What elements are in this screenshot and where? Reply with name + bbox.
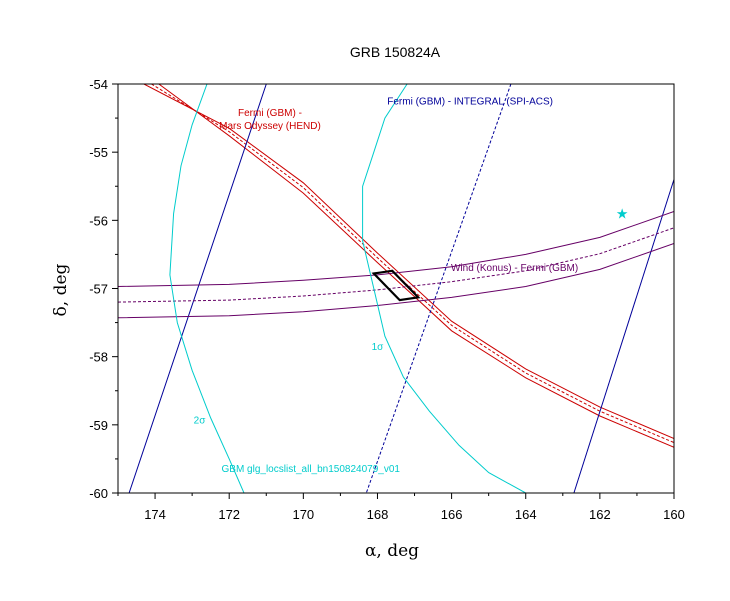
chart-title: GRB 150824A xyxy=(350,44,441,60)
annotation-label: Fermi (GBM) - xyxy=(238,108,302,119)
annotation-label: Mars Odyssey (HEND) xyxy=(219,121,321,132)
y-axis-title: δ, deg xyxy=(51,263,71,316)
x-tick-label: 162 xyxy=(589,507,611,522)
series-line-hend-1 xyxy=(151,84,674,444)
annotation-label: Fermi (GBM) - INTEGRAL (SPI-ACS) xyxy=(387,96,553,107)
star-marker-icon: ★ xyxy=(616,207,629,223)
plot-frame xyxy=(117,83,675,494)
y-tick-label: -56 xyxy=(89,213,108,228)
series-line-box-11 xyxy=(371,269,421,302)
y-tick-label: -58 xyxy=(89,350,108,365)
series-line-integral-3 xyxy=(128,84,267,493)
x-tick-label: 166 xyxy=(441,507,463,522)
annotation-label: 2σ xyxy=(194,415,207,426)
x-tick-label: 164 xyxy=(515,507,537,522)
series-line-integral-5 xyxy=(573,179,674,493)
series-line-gbm-10 xyxy=(362,84,526,493)
annotation-label: 1σ xyxy=(372,342,385,353)
annotation-label: GBM glg_locslist_all_bn150824079_v01 xyxy=(222,464,401,475)
x-tick-label: 174 xyxy=(144,507,166,522)
y-tick-label: -54 xyxy=(89,77,108,92)
y-tick-label: -60 xyxy=(89,486,108,501)
y-tick-label: -57 xyxy=(89,282,108,297)
annotation-label: Wind (Konus) - Fermi (GBM) xyxy=(451,263,578,274)
series-line-gbm-9 xyxy=(169,84,245,493)
x-tick-label: 172 xyxy=(218,507,240,522)
series-line-integral-4 xyxy=(365,84,512,493)
series-line-hend-0 xyxy=(143,84,674,439)
x-axis-title: α, deg xyxy=(365,541,419,561)
series-line-konus-7 xyxy=(118,227,674,303)
x-tick-label: 170 xyxy=(292,507,314,522)
x-tick-label: 168 xyxy=(367,507,389,522)
y-tick-label: -55 xyxy=(89,145,108,160)
series-line-hend-2 xyxy=(158,84,674,448)
y-tick-label: -59 xyxy=(89,418,108,433)
series-line-konus-8 xyxy=(118,243,674,319)
series-line-konus-6 xyxy=(118,211,674,287)
x-tick-label: 160 xyxy=(663,507,685,522)
